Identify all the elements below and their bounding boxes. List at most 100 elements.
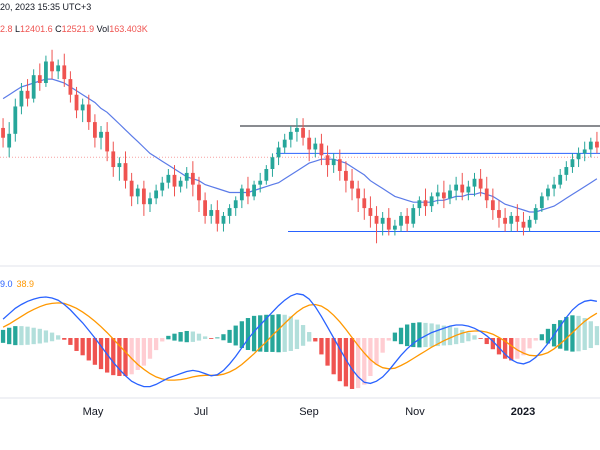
candle-body-1 [7, 133, 12, 148]
histogram-bar-58 [356, 338, 361, 389]
histogram-bar-35 [215, 337, 220, 339]
candle-body-87 [533, 208, 538, 220]
time-axis: May Jul Sep Nov 2023 [83, 406, 536, 418]
ohlc-readout: 2.8 L12401.6 C12521.9 Vol163.403K [0, 24, 148, 34]
candle-body-73 [448, 190, 452, 199]
histogram-bar-82 [502, 338, 508, 359]
candle-body-83 [509, 215, 514, 224]
histogram-bar-67 [411, 322, 416, 348]
candle-body-29 [178, 180, 183, 187]
x-tick-label-2023: 2023 [511, 406, 535, 418]
candle-body-45 [276, 147, 281, 158]
histogram-bar-5 [31, 327, 36, 345]
candle-body-76 [466, 186, 471, 193]
candle-body-57 [350, 180, 354, 189]
histogram-bar-12 [74, 338, 79, 351]
candle-body-21 [129, 180, 134, 197]
histogram-bar-50 [307, 332, 312, 342]
histogram-bar-19 [117, 338, 122, 377]
candle-body-33 [203, 200, 207, 216]
histogram-bar-32 [196, 333, 202, 341]
candle-body-75 [460, 184, 465, 193]
histogram-bar-77 [472, 335, 477, 340]
ohlc-value-vol: 163.403K [109, 24, 148, 34]
candle-body-77 [472, 178, 477, 187]
x-tick-label-jul: Jul [194, 406, 208, 418]
histogram-bar-7 [43, 330, 49, 343]
candle-body-49 [301, 127, 305, 138]
candle-body-38 [233, 200, 238, 209]
histogram-bar-57 [349, 338, 355, 389]
candle-body-78 [478, 178, 483, 189]
candle-body-11 [68, 79, 73, 95]
histogram-bar-21 [129, 338, 134, 375]
histogram-bar-51 [313, 338, 318, 342]
histogram-bar-6 [37, 328, 42, 344]
candle-body-61 [374, 215, 379, 224]
histogram-bar-97 [594, 326, 600, 346]
ohlc-value-low: 12401.6 [20, 24, 53, 34]
candle-body-58 [356, 188, 361, 199]
histogram-bar-61 [374, 338, 379, 365]
histogram-bar-53 [325, 338, 330, 366]
histogram-bar-30 [184, 330, 189, 343]
histogram-bar-62 [380, 338, 385, 353]
histogram-bar-49 [300, 325, 306, 346]
histogram-bar-64 [392, 332, 398, 342]
histogram-bar-9 [56, 335, 61, 340]
candle-body-96 [588, 141, 593, 150]
histogram-bar-79 [484, 338, 489, 345]
candle-body-20 [123, 163, 128, 181]
candle-body-2 [13, 106, 18, 134]
histogram-bar-60 [368, 338, 373, 377]
candle-body-46 [282, 139, 287, 148]
candle-body-6 [37, 75, 42, 83]
candle-body-44 [270, 157, 275, 169]
candle-body-67 [411, 208, 416, 224]
histogram-bar-81 [496, 338, 502, 355]
histogram-bar-72 [441, 325, 447, 346]
histogram-bar-80 [490, 338, 495, 350]
histogram-bar-55 [337, 338, 342, 382]
candle-body-4 [25, 90, 30, 99]
histogram-bar-87 [533, 338, 538, 341]
candle-body-15 [93, 122, 97, 138]
histogram-bar-44 [270, 314, 275, 352]
candle-body-53 [325, 155, 330, 166]
histogram-bar-48 [294, 319, 300, 350]
candle-body-48 [295, 127, 299, 132]
candle-body-3 [19, 90, 24, 107]
candle-body-34 [209, 210, 214, 216]
histogram-bar-23 [141, 338, 147, 366]
histogram-bar-45 [276, 314, 281, 353]
histogram-bar-92 [564, 316, 569, 351]
price-pane [0, 49, 600, 244]
histogram-bar-29 [178, 332, 183, 342]
candle-body-90 [552, 184, 556, 189]
histogram-bar-89 [545, 328, 551, 344]
candle-body-31 [190, 172, 195, 185]
histogram-bar-96 [588, 321, 593, 349]
histogram-bar-3 [19, 326, 24, 346]
histogram-bar-15 [92, 338, 98, 365]
histogram-bar-34 [209, 338, 214, 339]
histogram-bar-43 [264, 314, 269, 352]
candle-body-94 [576, 153, 581, 160]
candle-body-81 [497, 210, 501, 218]
histogram-bar-94 [576, 315, 581, 352]
histogram-bar-73 [447, 326, 453, 346]
signal-line [2, 302, 598, 381]
candle-body-19 [117, 163, 122, 168]
histogram-bar-27 [166, 335, 171, 340]
candle-body-69 [423, 200, 428, 207]
histogram-bar-10 [62, 338, 67, 340]
histogram-bar-41 [251, 315, 257, 352]
histogram-bar-14 [86, 338, 91, 361]
candle-body-82 [503, 217, 507, 224]
candle-body-93 [570, 159, 575, 168]
candle-body-91 [558, 174, 563, 185]
candle-body-30 [184, 172, 189, 181]
candle-body-47 [288, 131, 293, 140]
histogram-bar-78 [478, 338, 483, 339]
histogram-bar-26 [160, 338, 165, 342]
